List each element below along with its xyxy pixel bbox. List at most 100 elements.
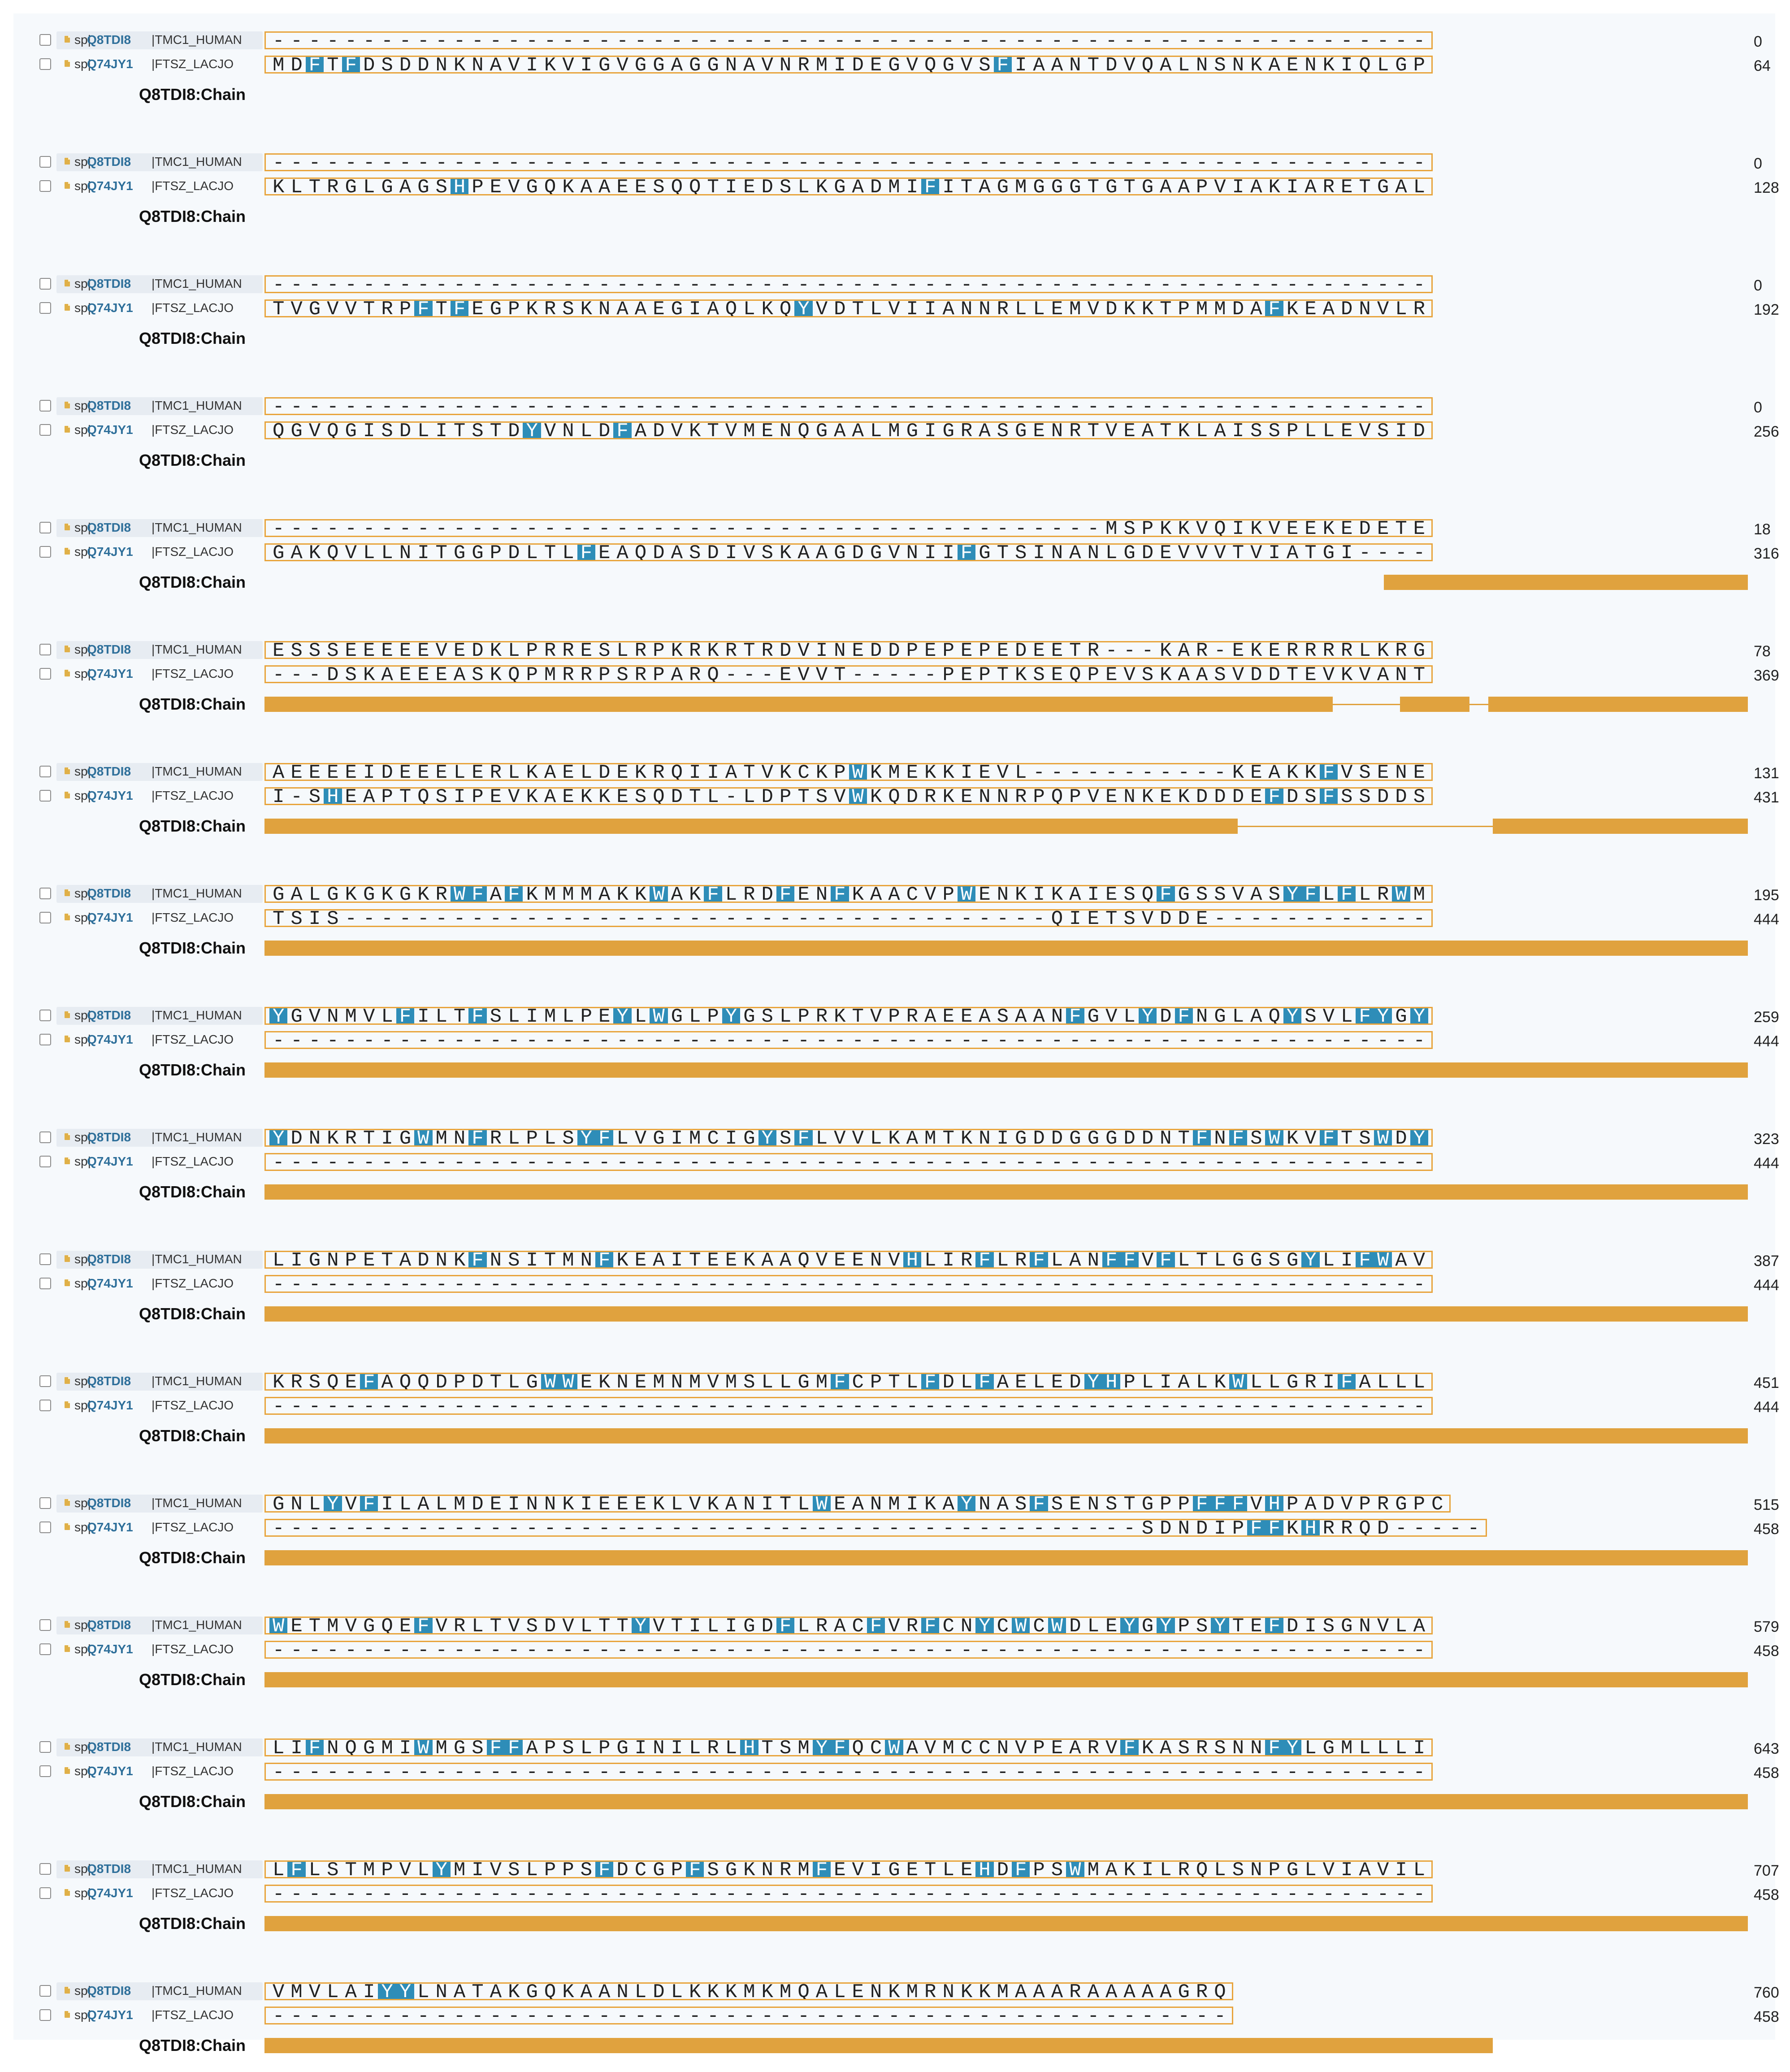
sequence-label[interactable]: [56, 1129, 263, 1147]
row-checkbox[interactable]: [39, 1741, 51, 1753]
chain-feature-bar[interactable]: [264, 819, 1238, 834]
accession-link[interactable]: Q74JY1: [87, 1764, 133, 1778]
accession-link[interactable]: Q8TDI8: [87, 1740, 131, 1754]
chain-feature-bar[interactable]: [1400, 697, 1470, 712]
row-checkbox[interactable]: [39, 302, 51, 314]
accession-link[interactable]: Q8TDI8: [87, 886, 131, 900]
sequence-label[interactable]: [56, 763, 263, 781]
accession-link[interactable]: Q8TDI8: [87, 764, 131, 778]
row-checkbox[interactable]: [39, 1375, 51, 1387]
sequence-label[interactable]: [56, 1373, 263, 1391]
sequence-label[interactable]: [56, 1617, 263, 1634]
sequence-label[interactable]: [56, 275, 263, 293]
row-checkbox[interactable]: [39, 180, 51, 192]
row-checkbox[interactable]: [39, 1278, 51, 1289]
sequence-label[interactable]: [56, 153, 263, 171]
accession-link[interactable]: Q8TDI8: [87, 1618, 131, 1632]
accession-link[interactable]: Q74JY1: [87, 301, 133, 315]
accession-link[interactable]: Q74JY1: [87, 179, 133, 193]
accession-link[interactable]: Q74JY1: [87, 1276, 133, 1290]
chain-feature-bar[interactable]: [264, 697, 1333, 712]
row-checkbox[interactable]: [39, 1253, 51, 1265]
accession-link[interactable]: Q74JY1: [87, 1886, 133, 1900]
chain-feature-bar[interactable]: [264, 1794, 1748, 1809]
row-checkbox[interactable]: [39, 1643, 51, 1655]
accession-link[interactable]: Q8TDI8: [87, 1252, 131, 1266]
accession-link[interactable]: Q8TDI8: [87, 277, 131, 290]
row-checkbox[interactable]: [39, 1863, 51, 1875]
accession-link[interactable]: Q8TDI8: [87, 1984, 131, 1998]
chain-feature-bar[interactable]: [1493, 819, 1748, 834]
chain-feature-bar[interactable]: [264, 1550, 1748, 1565]
row-checkbox[interactable]: [39, 1765, 51, 1777]
accession-link[interactable]: Q8TDI8: [87, 1496, 131, 1510]
accession-link[interactable]: Q8TDI8: [87, 399, 131, 412]
accession-link[interactable]: Q8TDI8: [87, 520, 131, 534]
accession-link[interactable]: Q74JY1: [87, 545, 133, 559]
row-checkbox[interactable]: [39, 424, 51, 436]
accession-link[interactable]: Q74JY1: [87, 667, 133, 681]
row-checkbox[interactable]: [39, 546, 51, 558]
accession-link[interactable]: Q74JY1: [87, 1398, 133, 1412]
row-checkbox[interactable]: [39, 1497, 51, 1509]
chain-feature-bar[interactable]: [264, 1306, 1748, 1322]
accession-link[interactable]: Q8TDI8: [87, 1008, 131, 1022]
row-checkbox[interactable]: [39, 1619, 51, 1631]
row-checkbox[interactable]: [39, 278, 51, 290]
accession-link[interactable]: Q8TDI8: [87, 1374, 131, 1388]
chain-feature-bar[interactable]: [1384, 575, 1748, 590]
chain-feature-bar[interactable]: [264, 1916, 1748, 1931]
sequence-label[interactable]: [56, 397, 263, 415]
row-checkbox[interactable]: [39, 790, 51, 802]
accession-link[interactable]: Q74JY1: [87, 910, 133, 924]
chain-feature-bar[interactable]: [264, 2038, 1493, 2053]
row-checkbox[interactable]: [39, 1034, 51, 1045]
sequence-label[interactable]: [56, 1495, 263, 1513]
accession-link[interactable]: Q8TDI8: [87, 1862, 131, 1876]
sequence-label[interactable]: [56, 1007, 263, 1025]
sequence-label[interactable]: [56, 1251, 263, 1269]
accession-link[interactable]: Q74JY1: [87, 1642, 133, 1656]
sequence-label[interactable]: [56, 1738, 263, 1756]
sequence-label[interactable]: [56, 885, 263, 903]
chain-feature-bar[interactable]: [1488, 697, 1748, 712]
chain-feature-bar[interactable]: [264, 1062, 1748, 1078]
row-checkbox[interactable]: [39, 668, 51, 680]
accession-link[interactable]: Q74JY1: [87, 57, 133, 71]
accession-link[interactable]: Q8TDI8: [87, 1130, 131, 1144]
sequence-label[interactable]: [56, 1860, 263, 1878]
sequence-label[interactable]: [56, 31, 263, 49]
sequence-label[interactable]: [56, 519, 263, 537]
row-checkbox[interactable]: [39, 58, 51, 70]
row-checkbox[interactable]: [39, 888, 51, 899]
row-checkbox[interactable]: [39, 1521, 51, 1533]
row-checkbox[interactable]: [39, 1010, 51, 1021]
row-checkbox[interactable]: [39, 522, 51, 533]
row-checkbox[interactable]: [39, 156, 51, 168]
accession-link[interactable]: Q74JY1: [87, 1154, 133, 1168]
accession-link[interactable]: Q74JY1: [87, 2008, 133, 2022]
accession-link[interactable]: Q8TDI8: [87, 155, 131, 169]
chain-feature-bar[interactable]: [264, 941, 1748, 956]
accession-link[interactable]: Q8TDI8: [87, 33, 131, 47]
chain-feature-bar[interactable]: [264, 1428, 1748, 1443]
row-checkbox[interactable]: [39, 400, 51, 412]
row-checkbox[interactable]: [39, 1887, 51, 1899]
accession-link[interactable]: Q74JY1: [87, 1520, 133, 1534]
accession-link[interactable]: Q74JY1: [87, 1032, 133, 1046]
chain-feature-bar[interactable]: [264, 1184, 1748, 1200]
row-checkbox[interactable]: [39, 766, 51, 777]
row-checkbox[interactable]: [39, 1985, 51, 1997]
sequence-label[interactable]: [56, 1982, 263, 2000]
row-checkbox[interactable]: [39, 2009, 51, 2021]
accession-link[interactable]: Q74JY1: [87, 423, 133, 437]
accession-link[interactable]: Q8TDI8: [87, 642, 131, 656]
row-checkbox[interactable]: [39, 644, 51, 655]
row-checkbox[interactable]: [39, 34, 51, 46]
row-checkbox[interactable]: [39, 912, 51, 923]
chain-feature-bar[interactable]: [264, 1672, 1748, 1687]
row-checkbox[interactable]: [39, 1131, 51, 1143]
row-checkbox[interactable]: [39, 1400, 51, 1411]
accession-link[interactable]: Q74JY1: [87, 789, 133, 802]
row-checkbox[interactable]: [39, 1156, 51, 1167]
